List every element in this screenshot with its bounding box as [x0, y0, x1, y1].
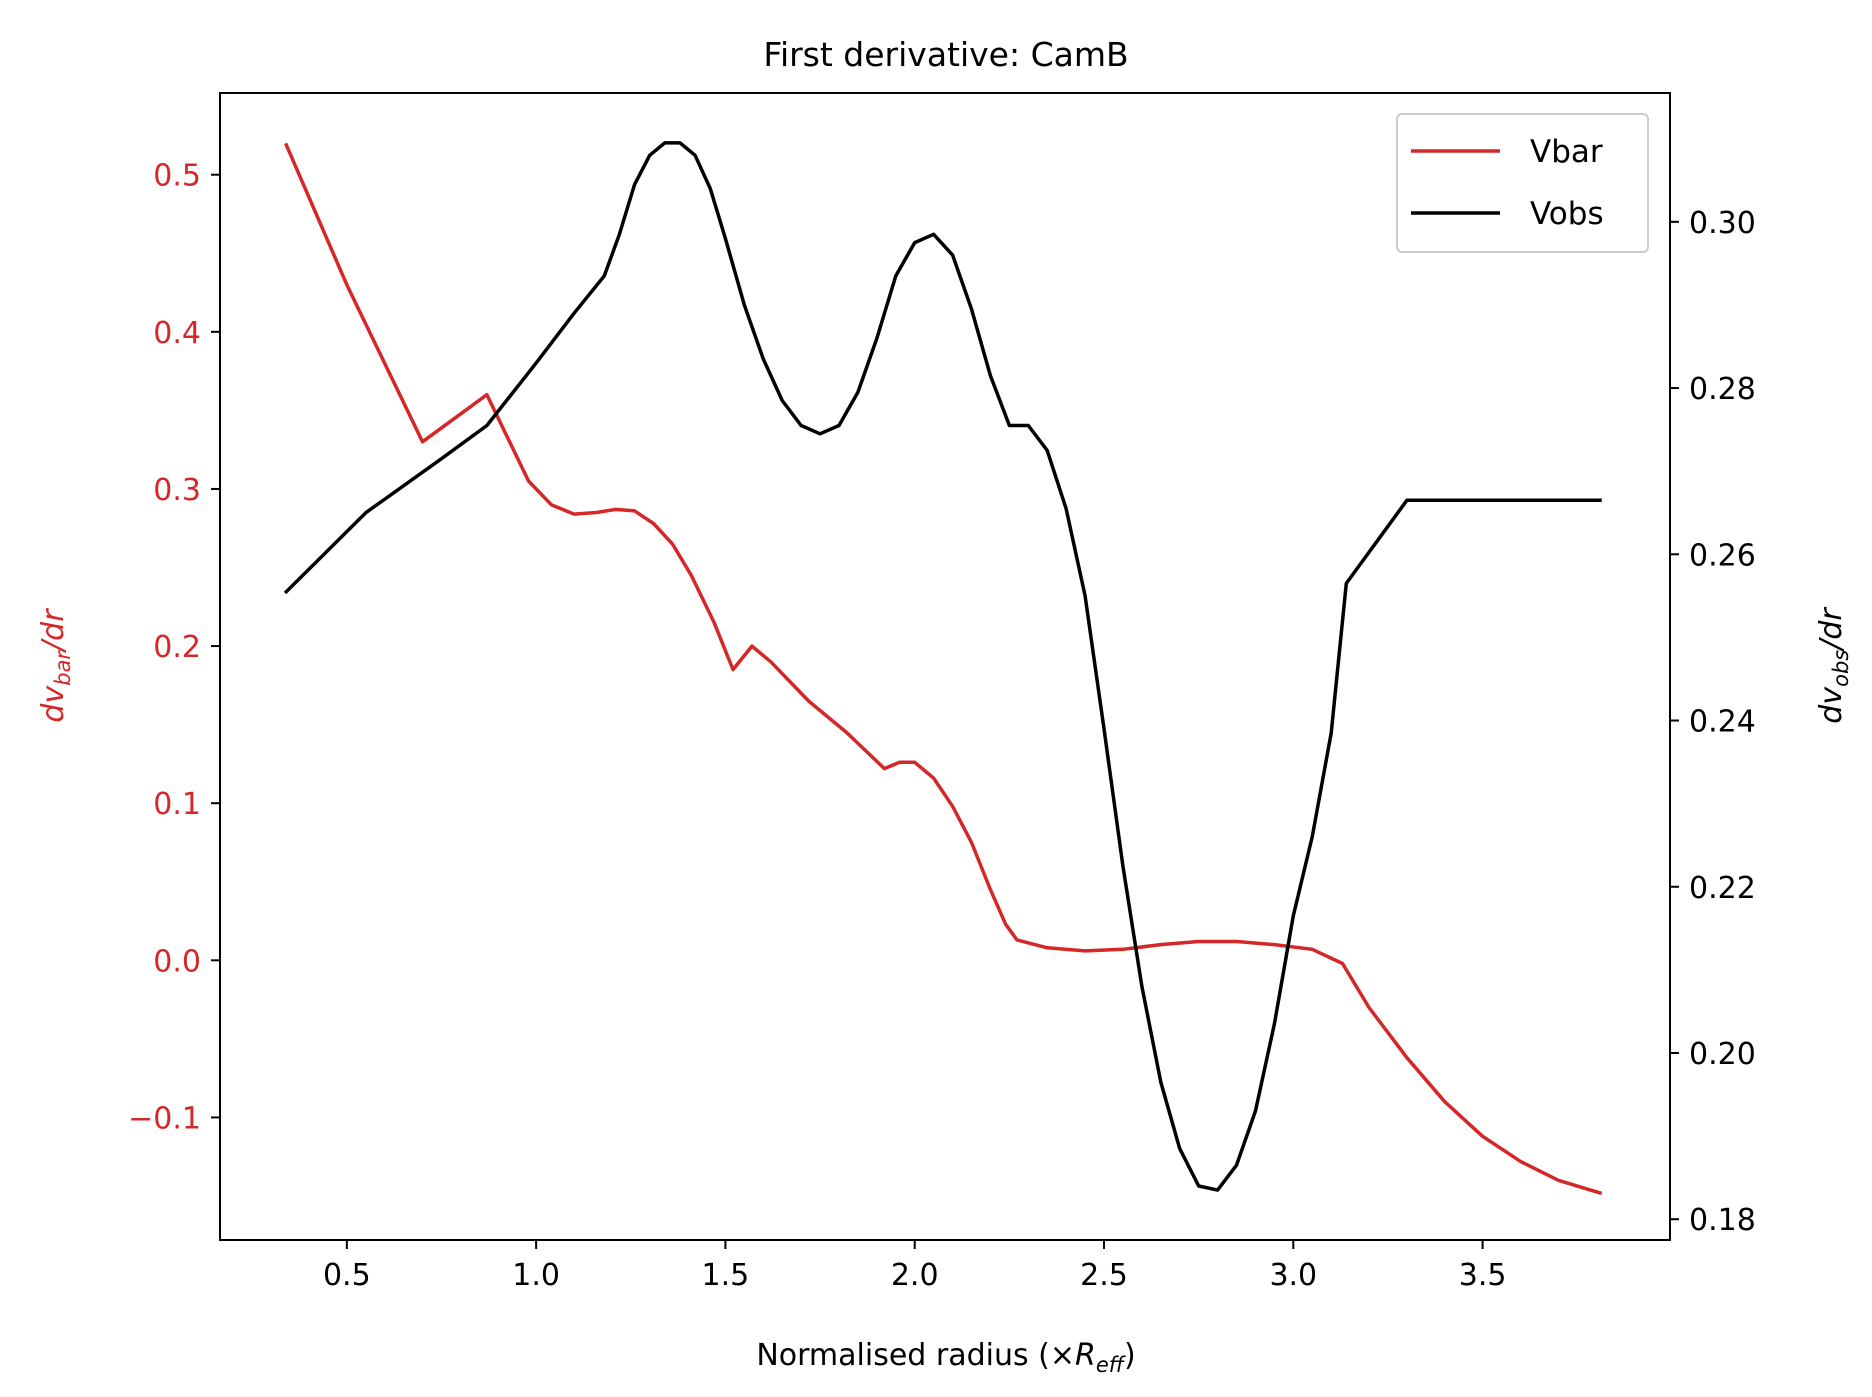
legend-label-vbar: Vbar [1530, 134, 1603, 170]
y-left-tick-label: 0.4 [153, 316, 201, 351]
x-tick-label: 3.5 [1459, 1258, 1507, 1293]
y-right-axis-label-prefix: dv [1814, 686, 1849, 724]
legend: Vbar Vobs [1396, 113, 1649, 253]
x-axis-ticks: 0.5 1.0 1.5 2.0 2.5 3.0 3.5 [323, 1240, 1506, 1293]
x-axis-label-main: Normalised radius (× [756, 1338, 1075, 1373]
y-left-tick-label: 0.0 [153, 944, 201, 979]
y-right-tick-label: 0.24 [1689, 705, 1756, 740]
x-tick-label: 1.0 [512, 1258, 560, 1293]
y-left-tick-label: 0.2 [153, 630, 201, 665]
series-line-vbar [283, 142, 1603, 1196]
x-tick-label: 0.5 [323, 1258, 371, 1293]
y-right-axis-ticks: 0.18 0.20 0.22 0.24 0.26 0.28 0.30 [1670, 206, 1756, 1238]
y-left-tick-label: −0.1 [128, 1101, 201, 1136]
x-tick-label: 2.5 [1080, 1258, 1128, 1293]
y-right-axis-label-suffix: /dr [1814, 607, 1849, 653]
y-left-tick-label: 0.5 [153, 159, 201, 194]
x-tick-label: 2.0 [891, 1258, 939, 1293]
y-right-tick-label: 0.30 [1689, 206, 1756, 241]
y-left-axis-ticks: −0.1 0.0 0.1 0.2 0.3 0.4 0.5 [128, 159, 220, 1136]
y-right-tick-label: 0.18 [1689, 1203, 1756, 1238]
y-left-tick-label: 0.1 [153, 787, 201, 822]
y-right-axis-label: dvobs/dr [1814, 607, 1853, 724]
x-axis-label-close: ) [1124, 1338, 1136, 1373]
y-right-tick-label: 0.28 [1689, 372, 1756, 407]
y-right-tick-label: 0.20 [1689, 1037, 1756, 1072]
x-axis-label: Normalised radius (×Reff) [756, 1338, 1135, 1377]
y-right-tick-label: 0.26 [1689, 538, 1756, 573]
plot-frame [219, 92, 1671, 1241]
y-left-axis-label: dvbar/dr [36, 608, 75, 723]
y-left-tick-label: 0.3 [153, 473, 201, 508]
x-tick-label: 3.0 [1269, 1258, 1317, 1293]
chart-title: First derivative: CamB [763, 35, 1128, 74]
legend-box [1396, 113, 1649, 253]
legend-label-vobs: Vobs [1530, 196, 1604, 232]
y-right-tick-label: 0.22 [1689, 871, 1756, 906]
y-left-axis-label-prefix: dv [36, 685, 71, 723]
x-axis-label-subscript: eff [1096, 1353, 1127, 1377]
y-left-axis-label-subscript: bar [51, 650, 75, 686]
x-tick-label: 1.5 [702, 1258, 750, 1293]
x-axis-label-var: R [1075, 1338, 1096, 1373]
series-line-vobs [283, 141, 1602, 1192]
series-layer [283, 141, 1603, 1196]
y-left-axis-label-suffix: /dr [36, 608, 71, 654]
y-right-axis-label-subscript: obs [1829, 650, 1853, 687]
